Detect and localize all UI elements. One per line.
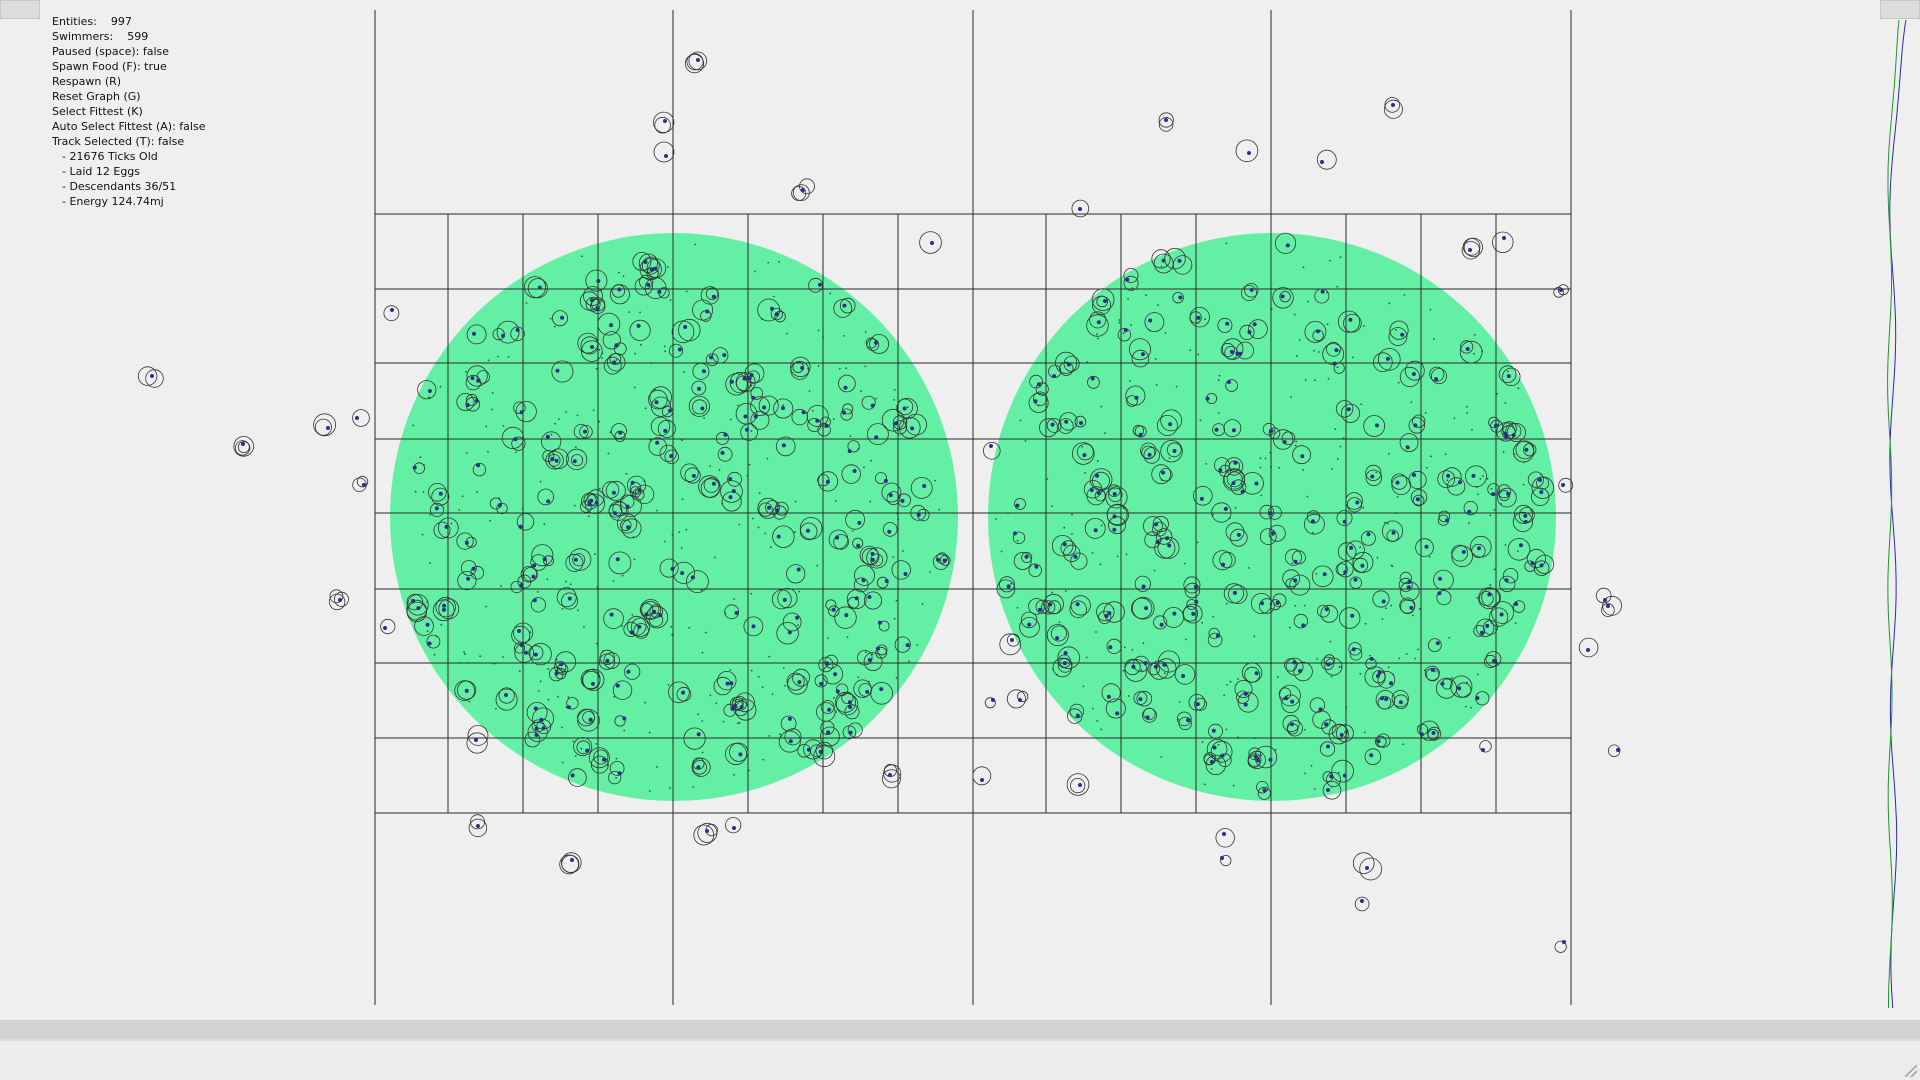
swimmer[interactable]: [920, 232, 942, 254]
swimmer[interactable]: [1000, 634, 1021, 655]
swimmer[interactable]: [329, 590, 348, 610]
swimmer[interactable]: [384, 306, 399, 321]
hud-panel: Entities: 997 Swimmers: 599 Paused (spac…: [52, 14, 205, 209]
swimmer[interactable]: [467, 725, 488, 753]
swimmer[interactable]: [1480, 741, 1492, 753]
swimmer[interactable]: [469, 815, 487, 837]
resize-grip-icon[interactable]: [1905, 1065, 1917, 1077]
entities-value: 997: [111, 15, 132, 28]
status-bar: [0, 1041, 1920, 1080]
select-fittest-command[interactable]: Select Fittest (K): [52, 104, 205, 119]
respawn-command[interactable]: Respawn (R): [52, 74, 205, 89]
swimmers-value: 599: [127, 30, 148, 43]
paused-status[interactable]: Paused (space): false: [52, 44, 205, 59]
selected-ticks-old: - 21676 Ticks Old: [52, 149, 205, 164]
swimmer[interactable]: [353, 476, 368, 491]
swimmer[interactable]: [1554, 285, 1569, 298]
swimmer[interactable]: [1462, 238, 1483, 259]
swimmer[interactable]: [560, 853, 582, 874]
swimmer[interactable]: [381, 619, 395, 633]
reset-graph-command[interactable]: Reset Graph (G): [52, 89, 205, 104]
swimmer[interactable]: [654, 112, 674, 133]
swimmer[interactable]: [1555, 940, 1566, 953]
swimmer[interactable]: [1067, 774, 1089, 796]
swimmer[interactable]: [694, 823, 718, 845]
track-selected-status[interactable]: Track Selected (T): false: [52, 134, 205, 149]
horizontal-scrollbar[interactable]: [0, 1020, 1920, 1042]
swimmer[interactable]: [654, 142, 674, 162]
selected-descendants: - Descendants 36/51: [52, 179, 205, 194]
spawn-food-status[interactable]: Spawn Food (F): true: [52, 59, 205, 74]
swimmer[interactable]: [1608, 745, 1620, 757]
graph-swimmers-line: [1888, 20, 1899, 1008]
swimmers-stat: Swimmers: 599: [52, 29, 205, 44]
swimmer[interactable]: [1159, 113, 1173, 132]
swimmer[interactable]: [1216, 829, 1235, 848]
swimmer[interactable]: [1007, 690, 1028, 708]
swimmer[interactable]: [726, 818, 741, 833]
swimmer[interactable]: [1220, 855, 1231, 865]
auto-select-fittest-status[interactable]: Auto Select Fittest (A): false: [52, 119, 205, 134]
swimmer[interactable]: [138, 367, 163, 388]
swimmer[interactable]: [973, 767, 991, 785]
selected-eggs-laid: - Laid 12 Eggs: [52, 164, 205, 179]
swimmer[interactable]: [234, 436, 254, 456]
swimmer[interactable]: [685, 52, 706, 73]
swimmer[interactable]: [792, 179, 815, 201]
swimmers-label: Swimmers:: [52, 30, 113, 43]
graph-entities-line: [1890, 20, 1906, 1008]
swimmer[interactable]: [314, 414, 336, 436]
food-zone-left: [390, 233, 958, 801]
swimmer[interactable]: [1579, 638, 1598, 657]
swimmer[interactable]: [353, 410, 370, 427]
population-graph: [1880, 20, 1920, 1008]
entities-label: Entities:: [52, 15, 97, 28]
swimmer[interactable]: [985, 698, 995, 708]
left-corner-tab[interactable]: [0, 0, 40, 19]
simulation-world[interactable]: [0, 0, 1920, 1010]
swimmer[interactable]: [1317, 150, 1336, 169]
entities-stat: Entities: 997: [52, 14, 205, 29]
swimmer[interactable]: [1353, 853, 1381, 880]
swimmer[interactable]: [1384, 98, 1402, 119]
swimmer[interactable]: [1355, 897, 1369, 911]
swimmer[interactable]: [1596, 588, 1611, 603]
swimmer[interactable]: [1236, 140, 1258, 162]
selected-energy: - Energy 124.74mj: [52, 194, 205, 209]
right-corner-tab[interactable]: [1880, 0, 1920, 19]
scrollbar-thumb[interactable]: [0, 1022, 1920, 1039]
